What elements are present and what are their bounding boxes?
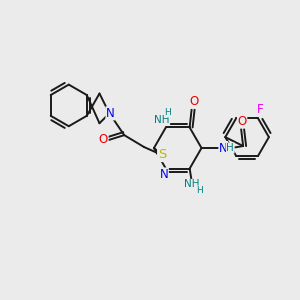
- Text: O: O: [189, 95, 198, 108]
- Text: H: H: [226, 143, 234, 153]
- Text: H: H: [196, 186, 203, 195]
- Text: N: N: [106, 107, 115, 120]
- Text: NH: NH: [154, 115, 170, 124]
- Text: H: H: [164, 108, 171, 117]
- Text: NH: NH: [184, 179, 200, 190]
- Text: O: O: [99, 133, 108, 146]
- Text: O: O: [238, 115, 247, 128]
- Text: N: N: [160, 168, 168, 181]
- Text: F: F: [257, 103, 263, 116]
- Text: N: N: [219, 142, 228, 154]
- Text: S: S: [158, 148, 166, 161]
